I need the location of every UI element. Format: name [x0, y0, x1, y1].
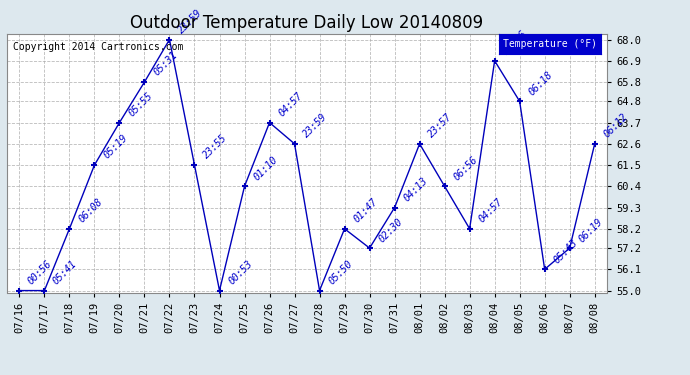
Text: 04:13: 04:13: [402, 176, 429, 203]
Text: 01:47: 01:47: [351, 197, 380, 225]
Text: 06:19: 06:19: [577, 216, 604, 244]
Text: 06:12: 06:12: [602, 112, 629, 140]
Text: 04:57: 04:57: [277, 91, 304, 118]
Text: 05:41: 05:41: [51, 258, 79, 286]
Text: 05:55: 05:55: [126, 91, 155, 118]
Text: 06:56: 06:56: [451, 154, 480, 182]
Text: 05:31: 05:31: [151, 50, 179, 78]
Title: Outdoor Temperature Daily Low 20140809: Outdoor Temperature Daily Low 20140809: [130, 14, 484, 32]
Text: 00:56: 00:56: [26, 258, 55, 286]
Text: 06:08: 06:08: [77, 197, 104, 225]
Text: 05:43: 05:43: [551, 237, 580, 265]
Text: 04:57: 04:57: [477, 197, 504, 225]
Text: 02:30: 02:30: [377, 216, 404, 244]
Text: 23:57: 23:57: [426, 112, 455, 140]
Text: 01:10: 01:10: [251, 154, 279, 182]
Text: 23:55: 23:55: [201, 133, 229, 161]
Text: 23:59: 23:59: [177, 8, 204, 35]
Text: 05:50: 05:50: [326, 258, 355, 286]
Text: 06:18: 06:18: [526, 69, 555, 97]
Text: 23:59: 23:59: [302, 112, 329, 140]
Text: 05:19: 05:19: [101, 133, 129, 161]
Text: Copyright 2014 Cartronics.com: Copyright 2014 Cartronics.com: [13, 42, 184, 51]
Text: 00:53: 00:53: [226, 258, 255, 286]
Text: 23:56: 23:56: [502, 29, 529, 57]
